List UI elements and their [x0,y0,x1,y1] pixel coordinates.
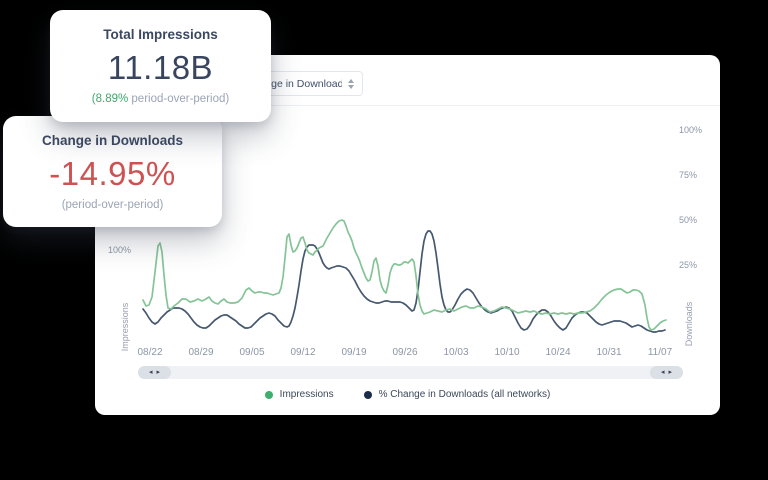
x-tick-label: 09/26 [392,347,418,358]
right-axis-tick: 25% [679,260,698,270]
delta-percent: (8.89% [91,93,129,105]
x-tick-label: 08/29 [188,347,214,358]
x-tick-label: 09/19 [341,347,367,358]
card-title: Total Impressions [103,27,218,42]
scrollbar-right-handle[interactable]: ◂ ▸ [650,366,683,379]
scroll-left-icon[interactable]: ◂ [148,369,153,376]
scroll-right-icon[interactable]: ▸ [668,369,673,376]
legend-dot-icon [363,390,372,399]
select-updown-icon [348,78,354,89]
left-axis-tick-100: 100% [108,245,132,255]
impressions-line-series [142,219,667,331]
total-impressions-card: Total Impressions 11.18B (8.89% period-o… [50,10,271,122]
x-tick-label: 10/10 [494,347,520,358]
x-tick-label: 09/05 [239,347,265,358]
chart-legend: Impressions % Change in Downloads (all ne… [95,389,720,400]
right-axis-tick: 75% [679,170,698,180]
legend-item[interactable]: % Change in Downloads (all networks) [363,389,551,400]
legend-label: Impressions [279,389,334,400]
header-divider [95,105,720,106]
scroll-left-icon[interactable]: ◂ [660,369,665,376]
card-title: Change in Downloads [41,132,183,148]
chart-scrollbar-track[interactable]: ◂ ▸ ◂ ▸ [138,366,683,379]
left-axis-title: Impressions [120,302,130,352]
x-tick-label: 10/31 [596,347,622,358]
right-axis-tick: 100% [679,125,703,135]
downloads-line-series [142,230,666,333]
x-tick-label: 09/12 [290,347,316,358]
right-axis-title: Downloads [684,301,694,347]
card-subtext: (8.89% period-over-period) [92,93,229,105]
right-axis-tick: 50% [679,215,698,225]
change-in-downloads-card: Change in Downloads -14.95% (period-over… [3,116,222,227]
x-tick-label: 10/03 [443,347,469,358]
scrollbar-left-handle[interactable]: ◂ ▸ [138,366,171,379]
legend-label: % Change in Downloads (all networks) [378,389,551,400]
x-tick-label: 11/07 [647,347,673,358]
legend-dot-icon [264,390,273,399]
card-value: -14.95% [49,154,176,192]
card-value: 11.18B [107,49,214,86]
x-tick-label: 08/22 [137,347,163,358]
legend-item[interactable]: Impressions [264,389,334,400]
scroll-right-icon[interactable]: ▸ [156,369,161,376]
x-tick-label: 10/24 [545,347,571,358]
delta-suffix: period-over-period) [128,93,230,105]
card-subtext: (period-over-period) [61,198,164,211]
